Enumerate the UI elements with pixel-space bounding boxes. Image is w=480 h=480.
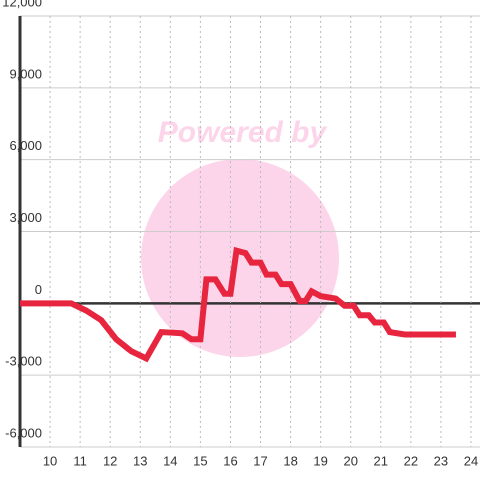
y-tick-label: 3,000 — [9, 210, 42, 225]
x-tick-label: 12 — [103, 453, 117, 468]
x-tick-label: 10 — [43, 453, 57, 468]
x-tick-label: 20 — [343, 453, 357, 468]
x-tick-label: 22 — [404, 453, 418, 468]
y-tick-label: -6,000 — [5, 425, 42, 440]
watermark-circle — [141, 159, 339, 357]
x-tick-label: 19 — [313, 453, 327, 468]
x-tick-label: 21 — [374, 453, 388, 468]
y-tick-label: 12,000 — [2, 0, 42, 9]
line — [20, 246, 456, 363]
x-tick-label: 17 — [253, 453, 267, 468]
x-tick-label: 18 — [283, 453, 297, 468]
x-tick-label: 16 — [223, 453, 237, 468]
y-tick-label: 0 — [35, 282, 42, 297]
x-tick-label: 24 — [464, 453, 478, 468]
x-tick-label: 23 — [434, 453, 448, 468]
y-tick-label: 6,000 — [9, 138, 42, 153]
x-tick-label: 15 — [193, 453, 207, 468]
x-tick-label: 11 — [73, 453, 87, 468]
x-tick-label: 13 — [133, 453, 147, 468]
grid — [18, 15, 480, 448]
x-tick-label: 14 — [163, 453, 177, 468]
y-tick-label: 9,000 — [9, 66, 42, 81]
watermark: Powered by — [158, 116, 328, 149]
y-tick-label: -3,000 — [5, 354, 42, 369]
plot — [20, 246, 456, 363]
